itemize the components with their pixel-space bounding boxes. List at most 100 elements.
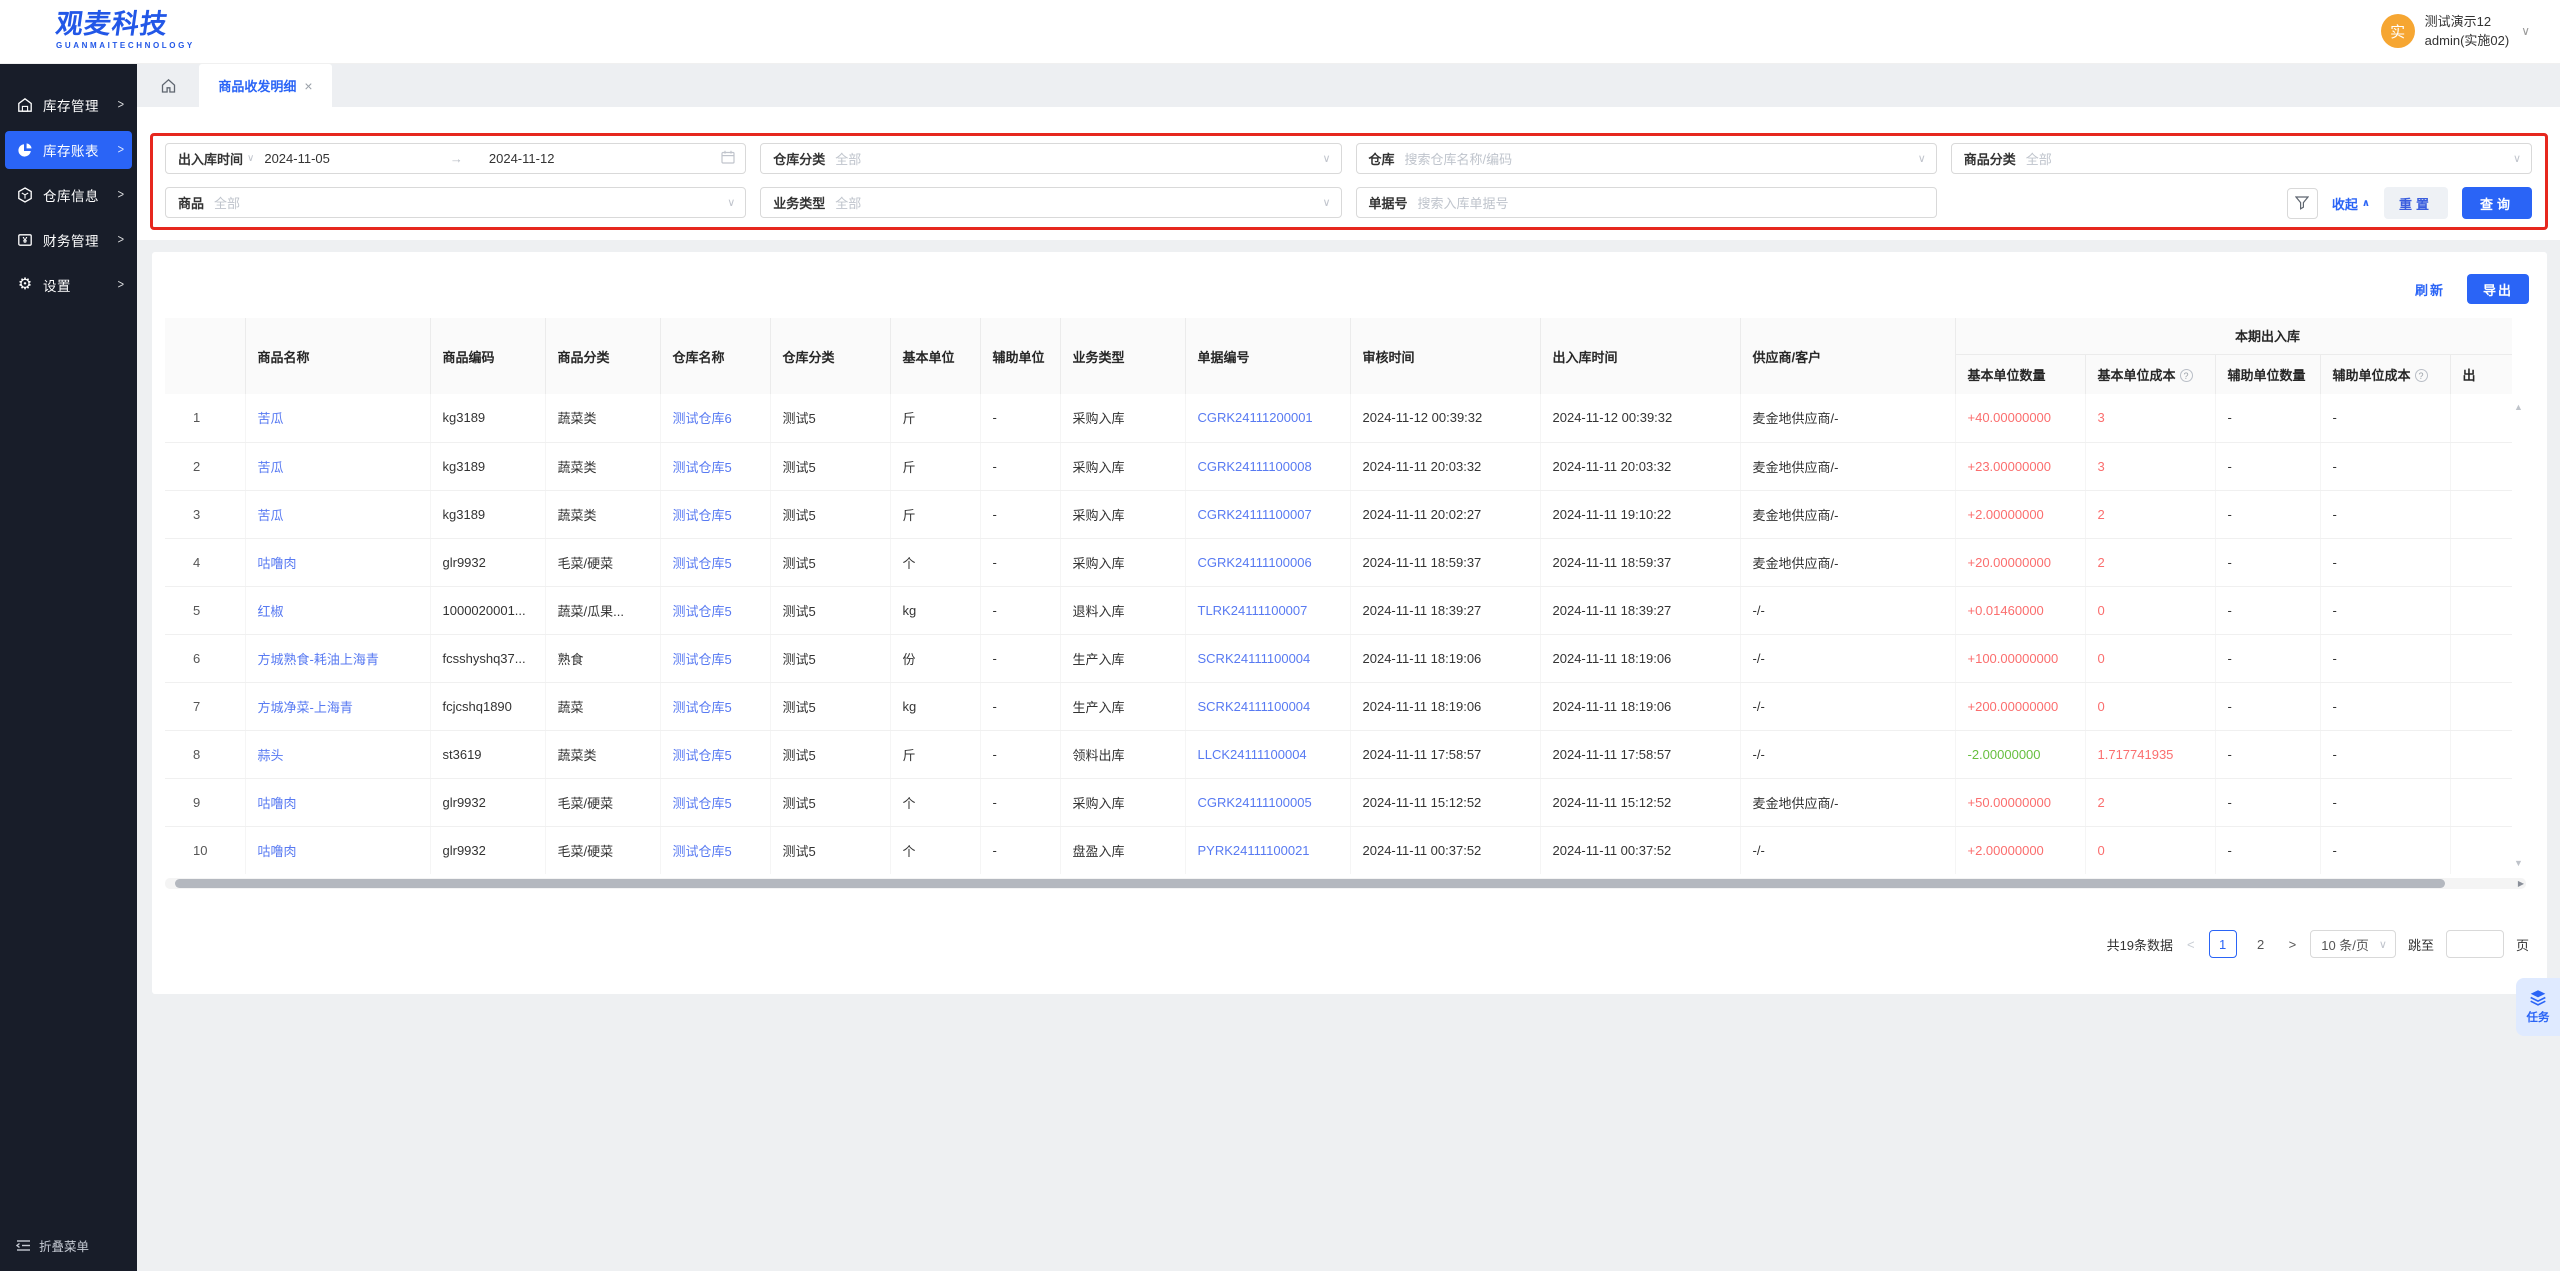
date-range-picker[interactable]: 出入库时间 ∨ 2024-11-05 → 2024-11-12 <box>165 143 747 174</box>
doc-no-link[interactable]: TLRK24111100007 <box>1197 602 1308 618</box>
product-link[interactable]: 咕噜肉 <box>257 795 297 811</box>
doc-no-link[interactable]: PYRK24111100021 <box>1197 842 1310 858</box>
product-select[interactable]: 商品 全部 ∨ <box>165 187 747 218</box>
product-link[interactable]: 红椒 <box>257 603 284 619</box>
info-icon[interactable]: ? <box>2179 369 2193 383</box>
date-range-label: 出入库时间 <box>178 152 244 167</box>
cell: 测试仓库5 <box>660 538 771 587</box>
business-type-label: 业务类型 <box>773 196 826 211</box>
doc-no-link[interactable]: LLCK24111100004 <box>1197 746 1307 762</box>
product-link[interactable]: 苦瓜 <box>257 459 284 475</box>
doc-no-link[interactable]: CGRK24111100007 <box>1197 506 1312 522</box>
tab-goods-in-out-detail[interactable]: 商品收发明细 × <box>199 64 332 107</box>
cell: - <box>980 682 1061 731</box>
product-link[interactable]: 方城净菜-上海青 <box>257 699 353 715</box>
warehouse-link[interactable]: 测试仓库5 <box>672 651 732 667</box>
task-float-button[interactable]: 任务 <box>2516 978 2560 1036</box>
scroll-down-arrow-icon[interactable]: ▼ <box>2514 858 2523 868</box>
sidebar-item-设置[interactable]: ⚙ 设置 > <box>5 266 132 304</box>
cell: - <box>980 778 1061 827</box>
export-button[interactable]: 导出 <box>2467 274 2529 304</box>
table-row: 3 苦瓜 kg3189 蔬菜类 测试仓库5 测试5 斤 - 采购入库 CGRK2411110000… <box>165 490 2512 539</box>
refresh-button[interactable]: 刷新 <box>2414 282 2445 298</box>
user-menu[interactable]: 实 测试演示12 admin(实施02) ∨ <box>2380 12 2530 50</box>
cell: - <box>2320 682 2451 731</box>
table-row: 2 苦瓜 kg3189 蔬菜类 测试仓库5 测试5 斤 - 采购入库 CGRK2411110000… <box>165 442 2512 491</box>
warehouse-link[interactable]: 测试仓库5 <box>672 507 732 523</box>
doc-no-input[interactable]: 单据号 搜索入库单据号 <box>1355 187 1937 218</box>
filter-funnel-button[interactable] <box>2286 187 2318 219</box>
doc-no-link[interactable]: SCRK24111100004 <box>1197 698 1311 714</box>
cell: 测试5 <box>770 586 891 635</box>
product-link[interactable]: 咕噜肉 <box>257 843 297 859</box>
sidebar-item-财务管理[interactable]: ¥ 财务管理 > <box>5 221 132 259</box>
business-type-select[interactable]: 业务类型 全部 ∨ <box>760 187 1342 218</box>
product-link[interactable]: 咕噜肉 <box>257 555 297 571</box>
tab-label: 商品收发明细 <box>218 79 297 94</box>
sidebar-item-库存管理[interactable]: 库存管理 > <box>5 86 132 124</box>
info-icon[interactable]: ? <box>2414 369 2428 383</box>
product-link[interactable]: 苦瓜 <box>257 411 284 427</box>
doc-no-link[interactable]: CGRK24111100008 <box>1197 458 1312 474</box>
home-tab-button[interactable] <box>137 64 199 107</box>
date-to-value[interactable]: 2024-11-12 <box>488 151 555 166</box>
page-number-2[interactable]: 2 <box>2257 936 2265 952</box>
warehouse-category-label: 仓库分类 <box>773 152 826 167</box>
chevron-up-icon: ∧ <box>2361 197 2370 209</box>
prev-page-button[interactable]: < <box>2187 936 2195 952</box>
jump-to-page-input[interactable] <box>2445 930 2504 958</box>
warehouse-link[interactable]: 测试仓库5 <box>672 747 732 763</box>
warehouse-select[interactable]: 仓库 搜索仓库名称/编码 ∨ <box>1355 143 1937 174</box>
product-link[interactable]: 苦瓜 <box>257 507 284 523</box>
scroll-up-arrow-icon[interactable]: ▲ <box>2514 402 2523 412</box>
cell: 斤 <box>890 442 981 491</box>
page-number-1[interactable]: 1 <box>2208 930 2237 958</box>
date-from-value[interactable]: 2024-11-05 <box>264 151 330 166</box>
cell: 2024-11-11 17:58:57 <box>1350 730 1541 779</box>
chevron-down-icon: ∨ <box>1322 197 1331 209</box>
cell: kg <box>890 682 981 731</box>
collapse-menu-button[interactable]: 折叠菜单 <box>16 1236 89 1255</box>
cell: 生产入库 <box>1060 634 1186 683</box>
page-size-select[interactable]: 10 条/页 ∨ <box>2310 930 2396 958</box>
warehouse-link[interactable]: 测试仓库6 <box>672 411 732 427</box>
doc-no-link[interactable]: CGRK24111100006 <box>1197 554 1312 570</box>
cell <box>2450 586 2512 635</box>
filter-actions: 收起 ∧ 重置 查询 <box>2286 187 2532 219</box>
warehouse-link[interactable]: 测试仓库5 <box>672 795 732 811</box>
doc-no-link[interactable]: SCRK24111100004 <box>1197 650 1311 666</box>
search-button[interactable]: 查询 <box>2462 187 2532 219</box>
warehouse-category-select[interactable]: 仓库分类 全部 ∨ <box>760 143 1342 174</box>
warehouse-link[interactable]: 测试仓库5 <box>672 843 732 859</box>
cell: - <box>980 634 1061 683</box>
cell <box>2450 442 2512 491</box>
chevron-down-icon[interactable]: ∨ <box>2521 24 2530 38</box>
product-link[interactable]: 蒜头 <box>257 747 284 763</box>
vertical-scrollbar[interactable]: ▲ ▼ <box>2512 318 2526 874</box>
cell <box>2450 778 2512 827</box>
horizontal-scrollbar-thumb[interactable] <box>175 879 2445 888</box>
sidebar-item-仓库信息[interactable]: 仓库信息 > <box>5 176 132 214</box>
brand-title: 观麦科技 <box>53 9 171 39</box>
scroll-right-arrow-icon[interactable]: ▶ <box>2517 879 2524 888</box>
next-page-button[interactable]: > <box>2288 936 2297 952</box>
base-unit-qty-cell: +100.00000000 <box>1955 634 2086 683</box>
warehouse-link[interactable]: 测试仓库5 <box>672 459 732 475</box>
arrow-right-icon: → <box>449 151 463 166</box>
doc-no-link[interactable]: CGRK24111100005 <box>1197 794 1312 810</box>
close-icon[interactable]: × <box>304 77 313 94</box>
user-name: 测试演示12 <box>2424 14 2492 29</box>
horizontal-scrollbar[interactable]: ▶ <box>165 878 2526 889</box>
reset-button[interactable]: 重置 <box>2384 187 2448 219</box>
warehouse-link[interactable]: 测试仓库5 <box>672 555 732 571</box>
main-area: 商品收发明细 × 出入库时间 ∨ 2024-11-05 → 2024-11-12… <box>137 64 2560 1271</box>
cell: - <box>2215 778 2321 827</box>
warehouse-link[interactable]: 测试仓库5 <box>672 699 732 715</box>
doc-no-link[interactable]: CGRK24111200001 <box>1197 410 1313 426</box>
sidebar-item-库存账表[interactable]: 库存账表 > <box>5 131 132 169</box>
warehouse-link[interactable]: 测试仓库5 <box>672 603 732 619</box>
product-category-select[interactable]: 商品分类 全部 ∨ <box>1950 143 2532 174</box>
cell: - <box>2215 730 2321 779</box>
product-link[interactable]: 方城熟食-耗油上海青 <box>257 651 379 667</box>
collapse-filters-link[interactable]: 收起 ∧ <box>2332 194 2370 213</box>
